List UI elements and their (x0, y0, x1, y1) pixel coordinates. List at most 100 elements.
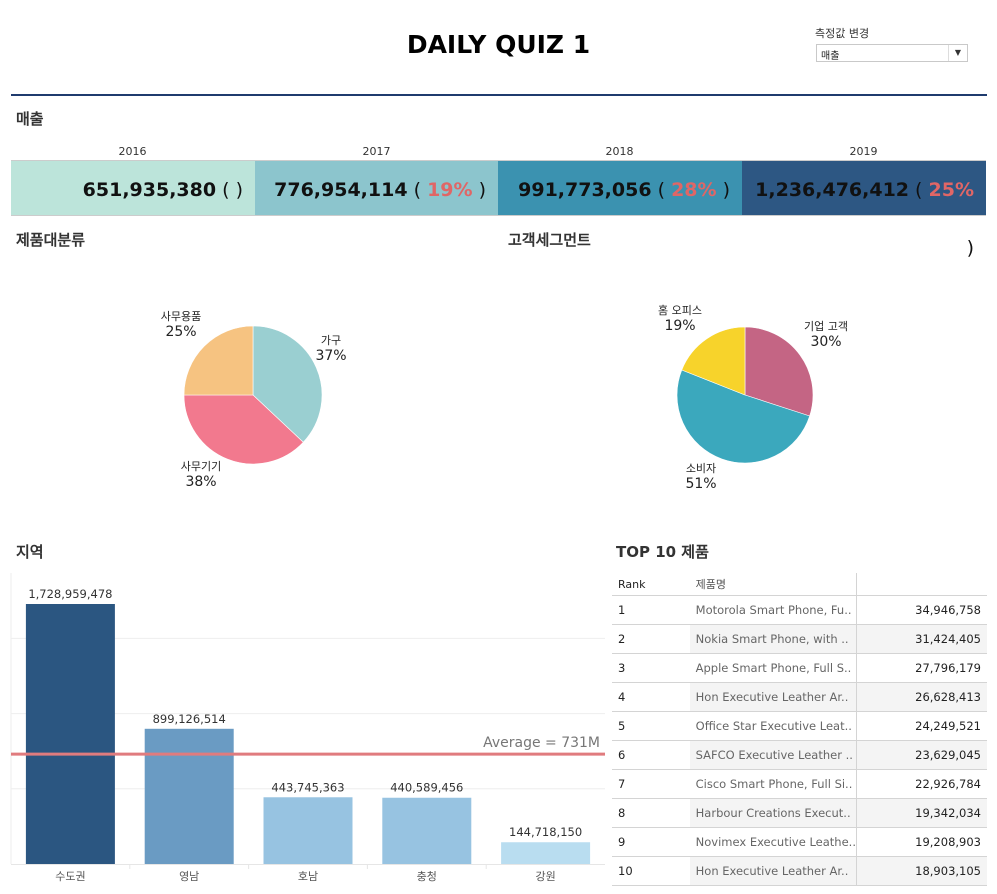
category-pie-title: 제품대분류 (16, 231, 86, 249)
rank-cell: 6 (612, 740, 690, 770)
sales-value-cell: 23,629,045 (856, 740, 987, 770)
measure-dropdown-value: 매출 (821, 51, 840, 62)
pie-slice[interactable] (252, 325, 323, 443)
top10-table: Rank 제품명 1 Motorola Smart Phone, Fu.. 34,9… (612, 573, 987, 886)
rank-cell: 7 (612, 769, 690, 799)
header-divider (11, 94, 987, 96)
rank-cell: 10 (612, 856, 690, 886)
rank-cell: 4 (612, 682, 690, 712)
product-name-cell: Nokia Smart Phone, with .. (689, 624, 857, 654)
x-tick-label: 호남 (298, 870, 318, 883)
year-label-2016: 2016 (118, 145, 147, 158)
region-chart-title: 지역 (16, 543, 44, 561)
table-row[interactable]: 7 Cisco Smart Phone, Full Si.. 22,926,784 (612, 769, 987, 799)
sales-value-cell: 18,903,105 (856, 856, 987, 886)
kpi-growth: 25% (928, 179, 974, 201)
category-pie-chart (183, 325, 323, 465)
sales-value-cell: 27,796,179 (856, 653, 987, 683)
measure-dropdown[interactable]: 매출 ▼ (816, 44, 968, 62)
product-name-cell: Apple Smart Phone, Full S.. (689, 653, 857, 683)
bar-value-label: 899,126,514 (153, 712, 226, 726)
sales-value-cell: 24,249,521 (856, 711, 987, 741)
rank-cell: 8 (612, 798, 690, 828)
product-name-cell: Harbour Creations Execut.. (689, 798, 857, 828)
sales-value-cell: 19,342,034 (856, 798, 987, 828)
x-tick-label: 영남 (179, 870, 199, 883)
pie-label-office-supplies: 사무용품 25% (150, 308, 212, 340)
parameter-label: 측정값 변경 (815, 27, 870, 40)
pie-slice[interactable] (744, 326, 814, 417)
pie-label-office-machines: 사무기기 38% (170, 458, 232, 490)
kpi-value: 776,954,114 (274, 179, 408, 201)
bar-value-label: 144,718,150 (509, 825, 582, 839)
x-tick-label: 수도권 (55, 870, 85, 883)
x-tick-label: 충청 (417, 870, 437, 883)
table-row[interactable]: 8 Harbour Creations Execut.. 19,342,034 (612, 798, 987, 828)
kpi-growth: 19% (427, 179, 473, 201)
table-row[interactable]: 5 Office Star Executive Leat.. 24,249,521 (612, 711, 987, 741)
kpi-value: 991,773,056 (518, 179, 652, 201)
table-row[interactable]: 2 Nokia Smart Phone, with .. 31,424,405 (612, 624, 987, 654)
bar[interactable] (144, 728, 234, 864)
kpi-cell-2017[interactable]: 776,954,114 ( 19% ) (255, 160, 498, 216)
table-header-row: Rank 제품명 (612, 573, 987, 596)
product-name-cell: Motorola Smart Phone, Fu.. (689, 595, 857, 625)
table-row[interactable]: 3 Apple Smart Phone, Full S.. 27,796,179 (612, 653, 987, 683)
sales-value-cell: 19,208,903 (856, 827, 987, 857)
table-row[interactable]: 6 SAFCO Executive Leather .. 23,629,045 (612, 740, 987, 770)
sales-value-cell: 34,946,758 (856, 595, 987, 625)
pie-pct: 30% (810, 334, 842, 350)
bar[interactable] (25, 604, 115, 864)
pie-slice[interactable] (681, 326, 746, 396)
product-name-cell: SAFCO Executive Leather .. (689, 740, 857, 770)
kpi-cell-2016[interactable]: 651,935,380 ( ) (11, 160, 255, 216)
table-row[interactable]: 1 Motorola Smart Phone, Fu.. 34,946,758 (612, 595, 987, 625)
product-name-cell: Office Star Executive Leat.. (689, 711, 857, 741)
top10-title: TOP 10 제품 (616, 543, 709, 561)
pie-label-corporate: 기업 고객 30% (790, 318, 862, 350)
pie-pct: 51% (685, 476, 717, 492)
year-label-2019: 2019 (849, 145, 878, 158)
table-row[interactable]: 10 Hon Executive Leather Ar.. 18,903,105 (612, 856, 987, 886)
product-name-cell: Hon Executive Leather Ar.. (689, 682, 857, 712)
bar[interactable] (263, 797, 353, 864)
pie-pct: 25% (165, 324, 197, 340)
region-bar-chart: 1,728,959,478 수도권 899,126,514 영남 443,745,363… (10, 573, 605, 883)
kpi-growth: 28% (671, 179, 717, 201)
pie-slice[interactable] (183, 394, 304, 465)
sales-section-title: 매출 (16, 110, 44, 128)
sales-value-cell: 22,926,784 (856, 769, 987, 799)
table-row[interactable]: 4 Hon Executive Leather Ar.. 26,628,413 (612, 682, 987, 712)
table-row[interactable]: 9 Novimex Executive Leathe.. 19,208,903 (612, 827, 987, 857)
kpi-cell-2018[interactable]: 991,773,056 ( 28% ) (498, 160, 742, 216)
column-header-rank[interactable]: Rank (612, 573, 690, 596)
kpi-value: 1,236,476,412 (755, 179, 910, 201)
pie-slice[interactable] (676, 369, 811, 464)
product-name-cell: Cisco Smart Phone, Full Si.. (689, 769, 857, 799)
rank-cell: 1 (612, 595, 690, 625)
column-header-product[interactable]: 제품명 (689, 573, 857, 596)
bar-value-label: 440,589,456 (390, 781, 463, 795)
kpi-cell-2019[interactable]: 1,236,476,412 ( 25% ) (742, 160, 986, 259)
sales-value-cell: 26,628,413 (856, 682, 987, 712)
dashboard-title: DAILY QUIZ 1 (406, 30, 591, 59)
pie-label-furniture: 가구 37% (300, 332, 362, 364)
pie-slice[interactable] (183, 325, 254, 396)
bar-value-label: 1,728,959,478 (28, 587, 112, 601)
pie-pct: 37% (315, 348, 347, 364)
bar[interactable] (501, 842, 591, 864)
bar[interactable] (382, 797, 472, 864)
year-label-2017: 2017 (362, 145, 391, 158)
pie-label-home-office: 홈 오피스 19% (645, 302, 715, 334)
pie-label-consumer: 소비자 51% (670, 460, 732, 492)
rank-cell: 5 (612, 711, 690, 741)
column-header-value[interactable] (856, 573, 987, 596)
segment-pie-title: 고객세그먼트 (508, 231, 591, 249)
sales-value-cell: 31,424,405 (856, 624, 987, 654)
rank-cell: 2 (612, 624, 690, 654)
bar-value-label: 443,745,363 (271, 780, 344, 794)
average-reference-label: Average = 731M (483, 735, 600, 751)
chevron-down-icon[interactable]: ▼ (948, 45, 967, 61)
rank-cell: 3 (612, 653, 690, 683)
product-name-cell: Novimex Executive Leathe.. (689, 827, 857, 857)
